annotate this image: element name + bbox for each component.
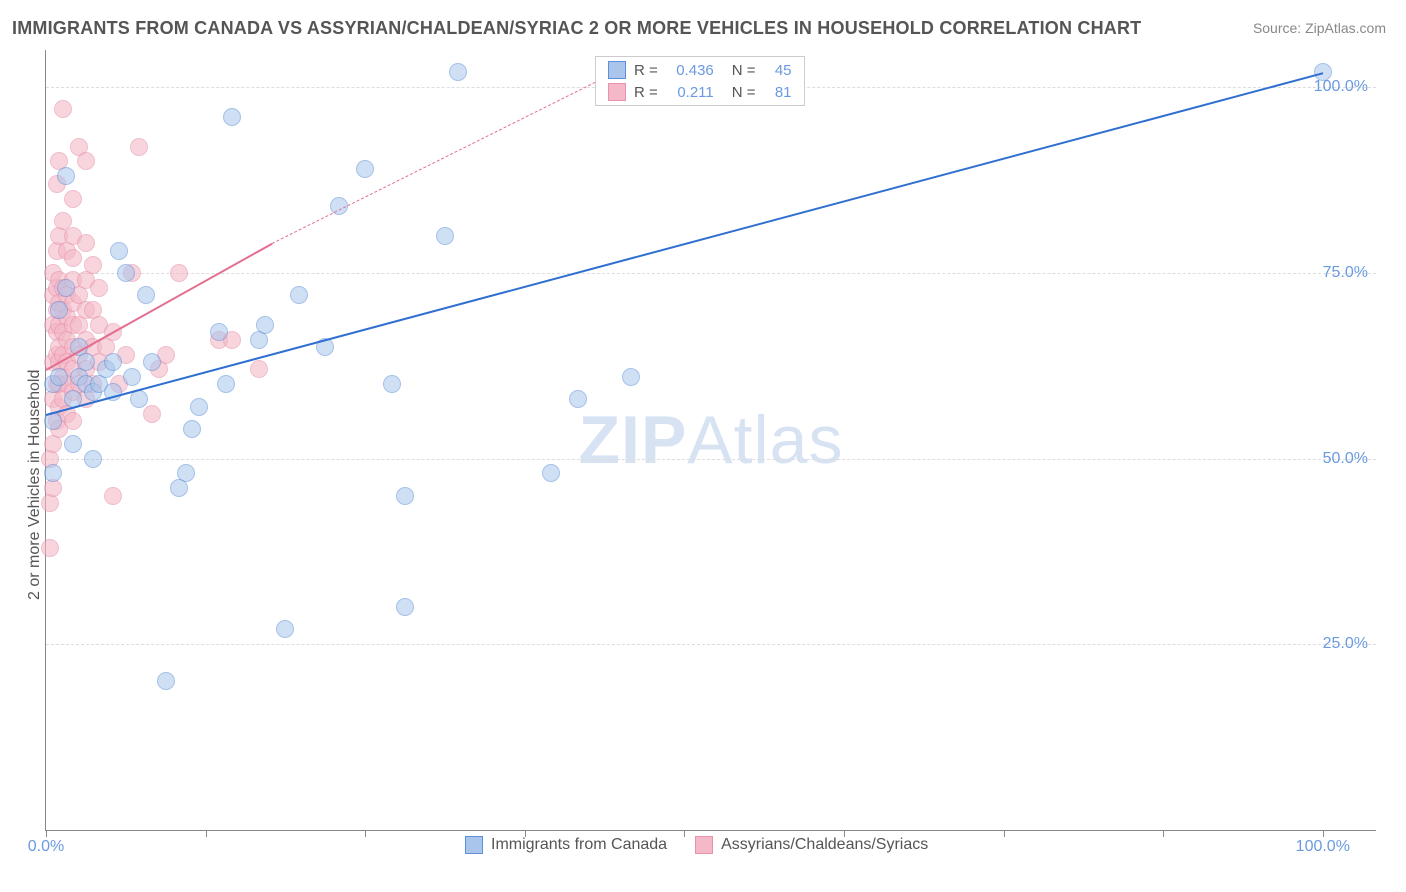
blue-point	[143, 353, 161, 371]
blue-point	[217, 375, 235, 393]
pink-point	[54, 100, 72, 118]
x-tick	[1004, 830, 1005, 837]
blue-point	[383, 375, 401, 393]
y-tick-label: 25.0%	[1323, 635, 1368, 653]
blue-point	[157, 672, 175, 690]
gridline	[46, 273, 1376, 274]
n-label: N =	[732, 62, 756, 79]
gridline	[46, 459, 1376, 460]
blue-point	[356, 160, 374, 178]
r-value: 0.211	[666, 84, 714, 101]
n-label: N =	[732, 84, 756, 101]
legend-swatch	[695, 836, 713, 854]
blue-point	[123, 368, 141, 386]
pink-point	[84, 256, 102, 274]
pink-point	[77, 234, 95, 252]
r-value: 0.436	[666, 62, 714, 79]
blue-point	[256, 316, 274, 334]
pink-point	[104, 487, 122, 505]
pink-point	[130, 138, 148, 156]
watermark: ZIPAtlas	[579, 401, 844, 479]
blue-point	[276, 620, 294, 638]
blue-point	[84, 450, 102, 468]
r-label: R =	[634, 62, 658, 79]
blue-point	[57, 167, 75, 185]
pink-point	[250, 360, 268, 378]
blue-point	[183, 420, 201, 438]
blue-point	[104, 353, 122, 371]
chart-title: IMMIGRANTS FROM CANADA VS ASSYRIAN/CHALD…	[12, 18, 1141, 39]
x-tick	[1163, 830, 1164, 837]
blue-point	[64, 435, 82, 453]
blue-point	[110, 242, 128, 260]
legend-stat-row: R = 0.211 N = 81	[596, 81, 804, 103]
x-tick-label: 0.0%	[28, 838, 64, 856]
y-tick-label: 75.0%	[1323, 264, 1368, 282]
x-tick-label: 100.0%	[1296, 838, 1350, 856]
plot-area: ZIPAtlas 25.0%50.0%75.0%100.0%0.0%100.0%	[45, 50, 1376, 831]
y-axis-label: 2 or more Vehicles in Household	[26, 370, 44, 600]
r-label: R =	[634, 84, 658, 101]
blue-point	[542, 464, 560, 482]
n-value: 45	[764, 62, 792, 79]
x-tick	[365, 830, 366, 837]
legend-swatch	[465, 836, 483, 854]
legend-stats: R = 0.436 N = 45 R = 0.211 N = 81	[595, 56, 805, 106]
gridline	[46, 644, 1376, 645]
blue-point	[57, 279, 75, 297]
legend-item-pink: Assyrians/Chaldeans/Syriacs	[695, 836, 928, 854]
blue-point	[436, 227, 454, 245]
blue-point	[449, 63, 467, 81]
blue-point	[396, 487, 414, 505]
legend-stat-row: R = 0.436 N = 45	[596, 59, 804, 81]
x-tick	[206, 830, 207, 837]
blue-point	[569, 390, 587, 408]
blue-point	[1314, 63, 1332, 81]
blue-point	[223, 108, 241, 126]
blue-point	[50, 301, 68, 319]
pink-point	[170, 264, 188, 282]
blue-point	[396, 598, 414, 616]
legend-swatch	[608, 83, 626, 101]
blue-point	[190, 398, 208, 416]
legend-swatch	[608, 61, 626, 79]
legend-series: Immigrants from Canada Assyrians/Chaldean…	[465, 836, 928, 854]
pink-point	[64, 190, 82, 208]
pink-point	[64, 412, 82, 430]
blue-point	[210, 323, 228, 341]
x-tick	[46, 830, 47, 837]
blue-point	[77, 353, 95, 371]
pink-point	[77, 152, 95, 170]
blue-point	[137, 286, 155, 304]
blue-point	[290, 286, 308, 304]
y-tick-label: 50.0%	[1323, 450, 1368, 468]
blue-point	[177, 464, 195, 482]
blue-point	[50, 368, 68, 386]
pink-point	[90, 279, 108, 297]
pink-trend-dashed	[272, 57, 645, 244]
legend-item-blue: Immigrants from Canada	[465, 836, 667, 854]
legend-label: Assyrians/Chaldeans/Syriacs	[721, 836, 928, 854]
blue-point	[130, 390, 148, 408]
pink-point	[64, 249, 82, 267]
pink-point	[143, 405, 161, 423]
blue-point	[117, 264, 135, 282]
n-value: 81	[764, 84, 792, 101]
source-label: Source: ZipAtlas.com	[1253, 20, 1386, 36]
legend-label: Immigrants from Canada	[491, 836, 667, 854]
x-tick	[1323, 830, 1324, 837]
blue-point	[44, 464, 62, 482]
blue-point	[622, 368, 640, 386]
